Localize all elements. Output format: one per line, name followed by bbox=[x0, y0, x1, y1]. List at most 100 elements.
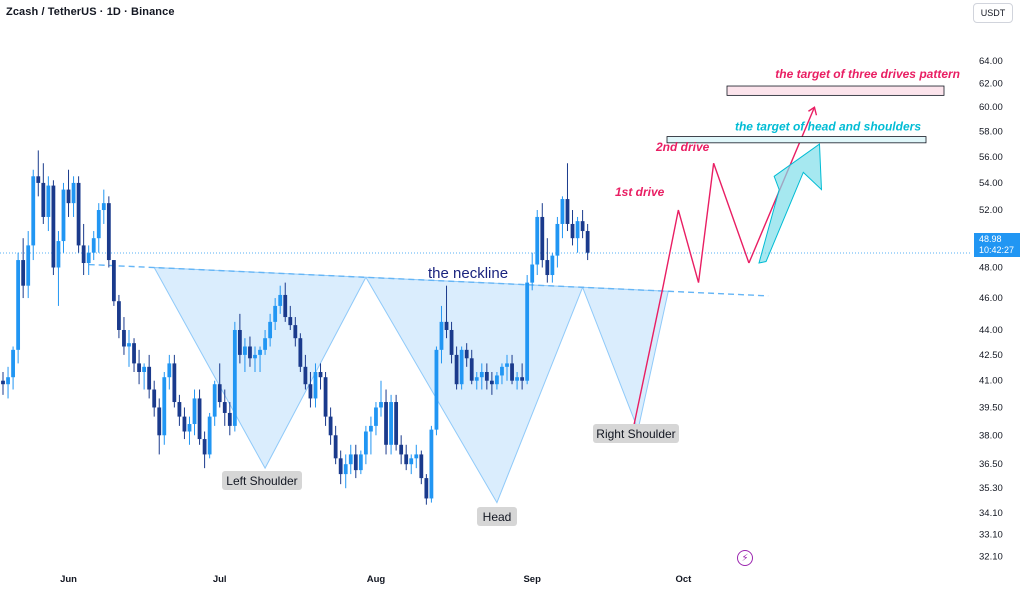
candle-body bbox=[545, 260, 550, 276]
candle-body bbox=[127, 343, 131, 347]
candle-body bbox=[21, 260, 26, 286]
candle-body bbox=[389, 402, 393, 445]
y-tick-label: 41.00 bbox=[979, 376, 1003, 387]
candle-body bbox=[248, 346, 252, 359]
candle-body bbox=[243, 346, 247, 355]
candle-body bbox=[258, 349, 262, 355]
candle-body bbox=[71, 182, 76, 204]
neckline-label: the neckline bbox=[428, 265, 508, 282]
candle-body bbox=[369, 425, 373, 432]
candle-body bbox=[152, 389, 157, 408]
candle-body bbox=[540, 216, 545, 261]
y-tick-label: 48.00 bbox=[979, 263, 1003, 274]
candle-body bbox=[111, 260, 116, 302]
y-tick-label: 64.00 bbox=[979, 56, 1003, 67]
candle-body bbox=[338, 458, 343, 475]
x-tick-label: Jun bbox=[60, 574, 77, 585]
candle-body bbox=[409, 458, 414, 465]
candle-body bbox=[147, 366, 152, 390]
candle-body bbox=[106, 203, 111, 261]
candle-body bbox=[424, 478, 429, 499]
y-tick-label: 44.00 bbox=[979, 325, 1003, 336]
y-tick-label: 33.10 bbox=[979, 529, 1003, 540]
currency-button[interactable]: USDT bbox=[973, 3, 1013, 23]
candle-body bbox=[379, 402, 383, 408]
x-tick-label: Aug bbox=[367, 574, 386, 585]
candle-body bbox=[308, 384, 313, 399]
candle-body bbox=[26, 245, 31, 286]
candle-body bbox=[469, 358, 474, 381]
pattern-label: Left Shoulder bbox=[226, 474, 297, 488]
candle-body bbox=[56, 241, 61, 268]
candle-body bbox=[232, 329, 237, 426]
candle-body bbox=[76, 182, 81, 246]
candle-body bbox=[449, 329, 454, 355]
symbol-title: Zcash / TetherUS · 1D · Binance bbox=[6, 6, 175, 18]
candle-body bbox=[31, 176, 36, 246]
candle-body bbox=[575, 221, 580, 239]
candle-body bbox=[323, 377, 328, 417]
candle-body bbox=[495, 375, 499, 385]
candle-body bbox=[520, 377, 525, 381]
candle-body bbox=[202, 439, 207, 455]
candle-body bbox=[434, 349, 439, 430]
candle-body bbox=[237, 329, 242, 355]
candle-body bbox=[515, 377, 519, 381]
pattern-label-box bbox=[222, 471, 302, 490]
flash-icon[interactable]: ⚡ bbox=[737, 550, 753, 566]
three-drives-target-label: the target of three drives pattern bbox=[775, 67, 960, 81]
y-tick-label: 62.00 bbox=[979, 79, 1003, 90]
candle-body bbox=[298, 338, 303, 367]
y-tick-label: 36.50 bbox=[979, 459, 1003, 470]
candle-body bbox=[96, 210, 101, 239]
candle-body bbox=[117, 301, 121, 330]
candle-body bbox=[101, 203, 106, 211]
candle-body bbox=[328, 416, 333, 436]
y-tick-label: 38.00 bbox=[979, 430, 1003, 441]
candle-body bbox=[293, 325, 298, 339]
candle-body bbox=[565, 199, 570, 224]
candle-body bbox=[500, 366, 504, 376]
candle-body bbox=[122, 329, 126, 347]
candle-body bbox=[374, 407, 378, 426]
candle-body bbox=[333, 435, 338, 459]
three-drives-path bbox=[632, 163, 750, 430]
hs-target-box bbox=[666, 136, 927, 144]
three-drives-arrow-head bbox=[808, 106, 818, 116]
second-drive-label: 2nd drive bbox=[655, 140, 710, 154]
candle-body bbox=[429, 429, 434, 499]
candle-body bbox=[555, 223, 560, 256]
first-drive-label: 1st drive bbox=[615, 185, 665, 199]
candle-body bbox=[157, 407, 162, 436]
hs-target-arrow bbox=[758, 143, 823, 264]
y-tick-label: 46.00 bbox=[979, 293, 1003, 304]
candle-body bbox=[197, 398, 202, 440]
candle-body bbox=[414, 454, 419, 459]
candle-body bbox=[505, 363, 509, 367]
candle-body bbox=[227, 412, 232, 426]
hs-target-label: the target of head and shoulders bbox=[735, 120, 921, 134]
candle-body bbox=[137, 363, 141, 372]
y-tick-label: 34.10 bbox=[979, 508, 1003, 519]
candle-body bbox=[530, 264, 535, 283]
candle-body bbox=[303, 366, 308, 385]
candle-body bbox=[535, 216, 540, 265]
candle-body bbox=[222, 402, 227, 413]
x-axis: Jun Jul Aug Sep Oct bbox=[60, 574, 692, 585]
x-tick-label: Jul bbox=[213, 574, 227, 585]
candle-body bbox=[313, 371, 318, 399]
candle-body bbox=[484, 371, 489, 381]
candle-body bbox=[318, 371, 323, 378]
candle-body bbox=[399, 444, 404, 455]
candle-body bbox=[207, 416, 212, 455]
candle-body bbox=[404, 454, 409, 465]
pattern-label: Right Shoulder bbox=[596, 427, 675, 441]
candle-body bbox=[273, 305, 278, 322]
y-tick-label: 32.10 bbox=[979, 551, 1003, 562]
candle-body bbox=[66, 189, 71, 204]
bar-countdown: 10:42:27 bbox=[979, 245, 1015, 255]
candlestick-series bbox=[1, 150, 590, 505]
pattern-triangle bbox=[364, 276, 584, 504]
candle-body bbox=[177, 402, 182, 417]
